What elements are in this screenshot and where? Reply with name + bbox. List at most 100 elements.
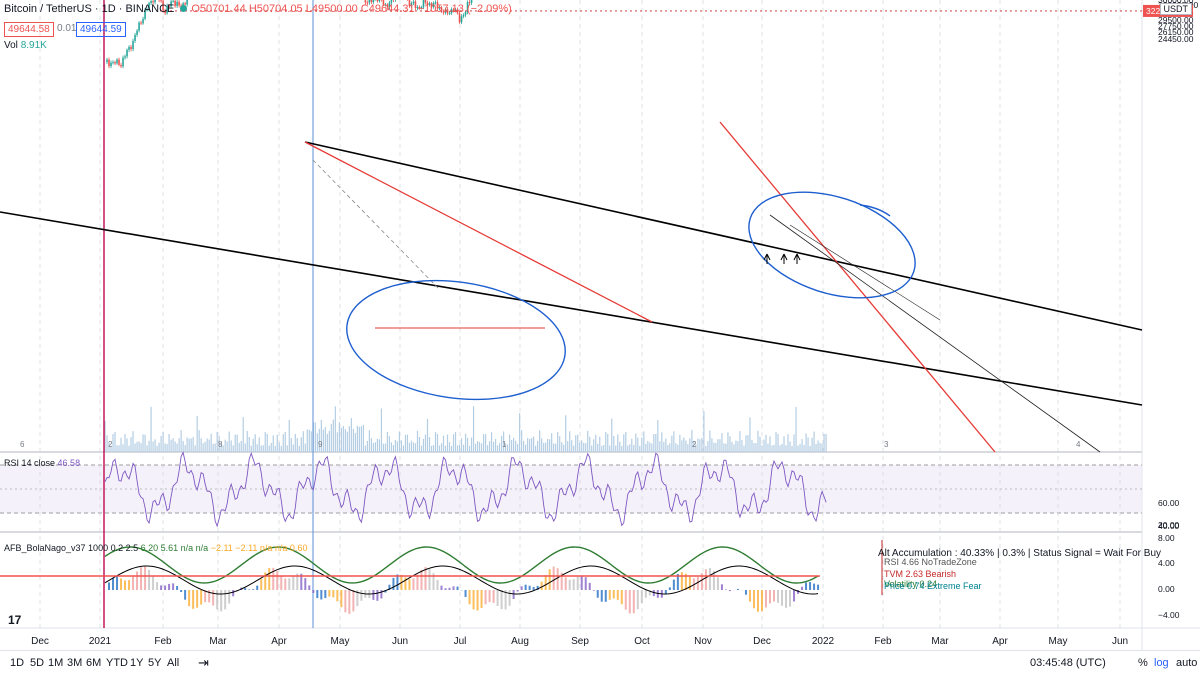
range-ytd[interactable]: YTD	[106, 657, 128, 669]
osc-label-text: AFB_BolaNago_v37 1000 0.2 2.5	[4, 543, 139, 553]
time-tick-label: May	[331, 636, 350, 647]
time-tick-label: Mar	[209, 636, 227, 647]
volume-bar	[458, 444, 461, 452]
volume-bar	[615, 445, 617, 452]
candle-body	[176, 1, 178, 7]
osc-bar	[764, 590, 767, 608]
osc-bar	[789, 590, 792, 607]
volume-bar	[555, 443, 557, 452]
osc-bar	[388, 584, 391, 590]
volume-bar	[178, 438, 180, 452]
volume-bar	[440, 443, 443, 452]
range-3m[interactable]: 3M	[67, 657, 83, 669]
percent-toggle[interactable]: %	[1138, 657, 1148, 669]
osc-bar	[296, 573, 299, 590]
volume-bar	[763, 439, 765, 452]
volume-bar	[813, 431, 815, 452]
volume-bar	[328, 430, 330, 452]
candle-body	[172, 0, 174, 2]
volume-bar	[272, 435, 274, 452]
volume-bar	[324, 427, 326, 452]
osc-bar	[736, 588, 739, 590]
osc-bar	[572, 579, 575, 590]
auto-toggle[interactable]: auto	[1176, 657, 1198, 669]
osc-tick-label: −4.00	[1158, 610, 1180, 620]
candle-body	[118, 59, 120, 65]
osc-bar	[716, 577, 719, 590]
symbol-title[interactable]: Bitcoin / TetherUS · 1D · BINANCE	[4, 3, 175, 15]
volume-bar	[466, 437, 469, 452]
osc-bar	[412, 578, 415, 590]
range-5y[interactable]: 5Y	[148, 657, 162, 669]
osc-bar	[768, 590, 771, 604]
log-toggle[interactable]: log	[1154, 657, 1169, 669]
osc-bar	[777, 590, 780, 603]
volume-bar	[368, 430, 370, 452]
volume-bar	[280, 445, 282, 452]
osc-bar	[316, 590, 319, 599]
range-1y[interactable]: 1Y	[130, 657, 144, 669]
volume-bar	[783, 436, 785, 452]
osc-bar	[688, 576, 691, 590]
range-1m[interactable]: 1M	[48, 657, 64, 669]
volume-bar	[647, 440, 649, 452]
range-1d[interactable]: 1D	[10, 657, 25, 669]
sell-price-button[interactable]: 49644.58	[4, 22, 54, 37]
osc-bar	[652, 590, 655, 597]
candle-body	[170, 1, 172, 7]
volume-bar	[767, 443, 769, 452]
wave-count-label: 2	[108, 440, 113, 449]
osc-tick-label: 8.00	[1158, 533, 1175, 543]
volume-bar	[695, 444, 697, 452]
volume-bar	[330, 423, 332, 452]
osc-bar	[136, 571, 139, 590]
legend-price: Price 0.74 Extreme Fear	[884, 581, 982, 591]
candle-body	[120, 64, 122, 67]
rsi-label: RSI 14 close 46.58	[4, 458, 80, 468]
candle-body	[454, 9, 457, 11]
volume-bar	[601, 445, 603, 452]
volume-bar	[262, 445, 264, 452]
osc-tick-label: 0.00	[1158, 584, 1175, 594]
candle-body	[130, 46, 132, 50]
volume-bar	[545, 442, 547, 452]
volume-bar	[400, 440, 403, 452]
volume-bar	[817, 440, 819, 452]
volume-bar	[242, 417, 244, 452]
candle-body	[430, 3, 433, 8]
time-tick-label: 2022	[812, 636, 835, 647]
volume-bar	[234, 434, 236, 452]
volume-bar	[222, 445, 224, 452]
osc-bar	[380, 590, 383, 599]
volume-bar	[358, 426, 360, 452]
range-5d[interactable]: 5D	[30, 657, 45, 669]
volume-bar	[456, 445, 459, 452]
volume-bar	[551, 433, 553, 452]
buy-price-button[interactable]: 49644.59	[76, 22, 126, 37]
range-6m[interactable]: 6M	[86, 657, 102, 669]
volume-bar	[589, 436, 591, 452]
volume-bar	[773, 444, 775, 452]
osc-bar	[292, 575, 295, 590]
volume-bar	[691, 430, 693, 452]
osc-bar	[132, 576, 135, 590]
osc-bar	[356, 590, 359, 607]
clock-time[interactable]: 03:45:48 (UTC)	[1030, 657, 1106, 669]
volume-bar	[531, 438, 533, 452]
volume-bar	[246, 430, 248, 452]
osc-bar	[108, 582, 111, 590]
wave-count-label: 1	[502, 440, 507, 449]
range-all[interactable]: All	[167, 657, 180, 669]
volume-bars	[104, 406, 827, 452]
volume-bar	[719, 439, 721, 452]
volume-bar	[470, 437, 473, 452]
volume-bar	[126, 438, 128, 452]
volume-bar	[210, 433, 212, 452]
goto-date-icon[interactable]: ⇥	[198, 655, 209, 670]
volume-bar	[446, 434, 449, 452]
osc-bar	[168, 583, 171, 590]
volume-bar	[599, 436, 601, 452]
currency-badge[interactable]: USDT	[1159, 3, 1192, 15]
volume-bar	[348, 426, 350, 452]
